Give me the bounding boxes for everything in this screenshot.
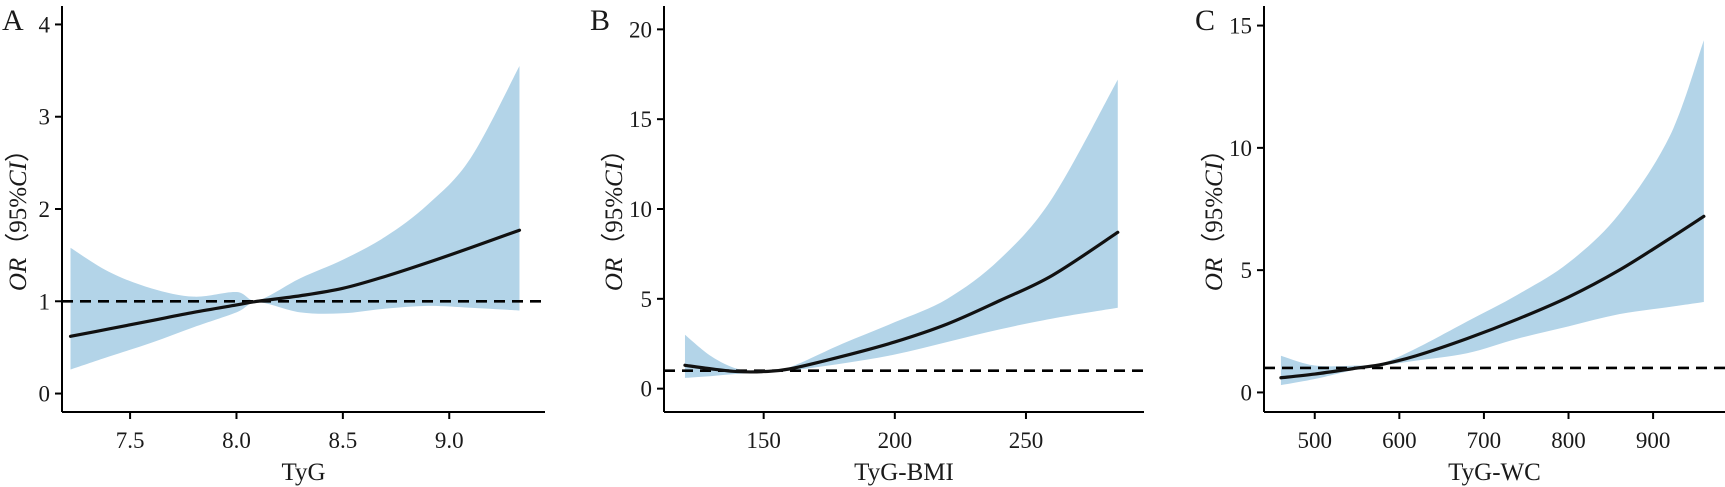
y-axis-title-close: ） xyxy=(600,137,628,162)
x-tick-label: 7.5 xyxy=(116,428,145,453)
x-axis-title: TyG-BMI xyxy=(854,459,954,486)
y-axis-title-paren: （95% xyxy=(1200,187,1228,258)
x-tick-label: 800 xyxy=(1551,428,1586,453)
x-tick-label: 150 xyxy=(746,428,781,453)
y-tick-label: 3 xyxy=(39,105,51,130)
y-axis-title-ci: CI xyxy=(5,160,32,187)
estimate-line xyxy=(1279,214,1706,380)
confidence-band xyxy=(684,79,1118,378)
panel-a: 0 1 2 3 4 7.5 8.0 8.5 9.0 TyG OR（95%CI） A xyxy=(2,4,545,486)
confidence-band xyxy=(1280,40,1704,386)
y-axis-title-close: ） xyxy=(1200,137,1228,162)
y-axis-title-or: OR xyxy=(1201,258,1228,291)
panel-label: C xyxy=(1195,4,1215,37)
panel-label: A xyxy=(2,4,24,37)
y-tick-label: 0 xyxy=(1241,380,1253,405)
panel-label: B xyxy=(590,4,610,37)
y-tick-label: 15 xyxy=(629,107,652,132)
panel-b: 0 5 10 15 20 150 200 250 TyG-BMI OR（95%CI） B xyxy=(590,4,1144,486)
x-tick-label: 200 xyxy=(878,428,913,453)
y-axis-title-paren: （95% xyxy=(4,187,32,258)
x-axis-title: TyG-WC xyxy=(1448,459,1541,486)
x-tick-label: 9.0 xyxy=(435,428,464,453)
y-axis-title-close: ） xyxy=(4,137,32,162)
confidence-band xyxy=(70,65,520,370)
x-tick-label: 500 xyxy=(1298,428,1333,453)
y-axis-title: OR（95%CI） xyxy=(600,137,628,291)
x-tick-label: 900 xyxy=(1636,428,1671,453)
y-axis-title-paren: （95% xyxy=(600,187,628,258)
y-tick-label: 20 xyxy=(629,17,652,42)
x-tick-label: 700 xyxy=(1467,428,1502,453)
y-axis-title-or: OR xyxy=(5,258,32,291)
estimate-line xyxy=(683,230,1120,374)
panel-c: 0 5 10 15 500 600 700 800 900 TyG-WC OR（95%CI） C xyxy=(1195,4,1725,486)
y-tick-label: 15 xyxy=(1229,14,1252,39)
y-tick-label: 2 xyxy=(39,197,51,222)
y-axis-title-or: OR xyxy=(601,258,628,291)
y-tick-label: 10 xyxy=(1229,136,1252,161)
y-axis-title: OR（95%CI） xyxy=(1200,137,1228,291)
y-axis-title-ci: CI xyxy=(1201,160,1228,187)
y-tick-label: 0 xyxy=(39,382,51,407)
x-tick-label: 8.0 xyxy=(222,428,251,453)
y-tick-label: 10 xyxy=(629,197,652,222)
x-tick-label: 250 xyxy=(1009,428,1044,453)
y-tick-label: 5 xyxy=(641,287,653,312)
x-tick-label: 8.5 xyxy=(328,428,357,453)
y-tick-label: 4 xyxy=(39,12,51,37)
y-tick-label: 0 xyxy=(641,377,653,402)
y-tick-label: 1 xyxy=(39,289,51,314)
x-axis-title: TyG xyxy=(281,459,325,486)
y-tick-label: 5 xyxy=(1241,258,1253,283)
y-axis-title-ci: CI xyxy=(601,160,628,187)
x-tick-label: 600 xyxy=(1382,428,1417,453)
y-axis-title: OR（95%CI） xyxy=(4,137,32,291)
estimate-line xyxy=(68,228,522,338)
